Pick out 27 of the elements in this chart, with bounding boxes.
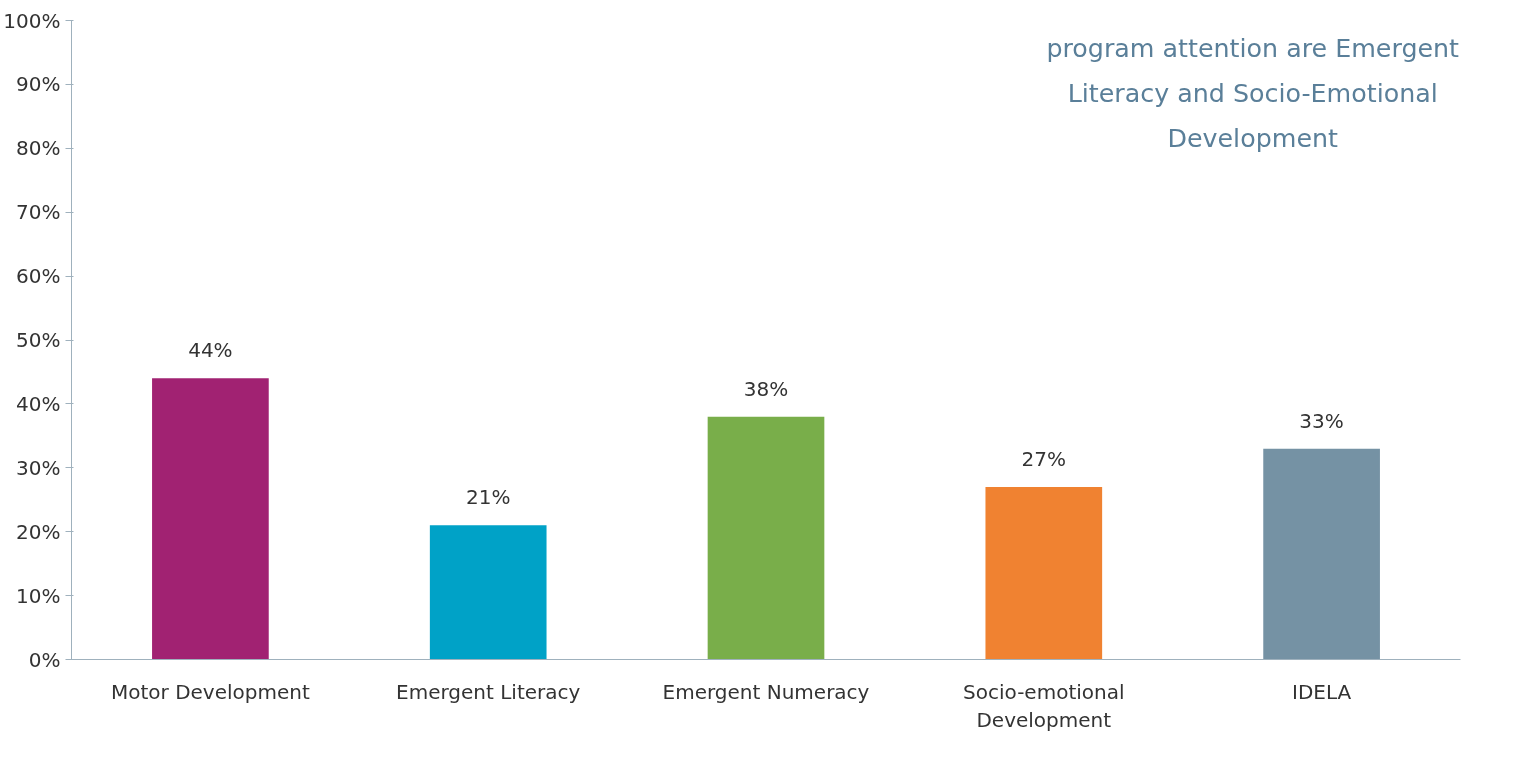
bar [707, 416, 825, 660]
data-label: 27% [1021, 446, 1067, 471]
x-tick-label: Motor Development [111, 679, 310, 704]
data-label: 38% [743, 376, 789, 401]
y-tick-label: 100% [3, 8, 61, 33]
x-tick-label: IDELA [1291, 679, 1352, 704]
y-tick-label: 40% [16, 391, 61, 416]
y-tick-label: 60% [16, 264, 61, 289]
y-tick-label: 0% [28, 647, 61, 672]
y-tick-label: 50% [16, 328, 61, 352]
x-tick-label: Emergent Numeracy [662, 679, 870, 704]
data-label: 21% [465, 485, 511, 510]
bar [429, 525, 547, 660]
y-tick-label: 10% [16, 583, 61, 608]
y-tick-label: 30% [16, 455, 61, 480]
y-tick-label: 80% [16, 136, 61, 161]
x-tick-label: Socio-emotional Development [963, 679, 1125, 733]
data-label: 44% [188, 338, 233, 363]
bar [985, 486, 1103, 660]
y-tick-label: 70% [16, 200, 61, 225]
y-tick-label: 20% [16, 519, 61, 544]
data-label: 33% [1299, 408, 1344, 433]
x-tick-label: Emergent Literacy [396, 679, 581, 704]
bar [152, 378, 269, 660]
annotation: program attention are Emergent Literacy and Socio-Emotional Development [1046, 33, 1460, 153]
bar [1263, 448, 1380, 660]
y-tick-label: 90% [16, 72, 61, 97]
